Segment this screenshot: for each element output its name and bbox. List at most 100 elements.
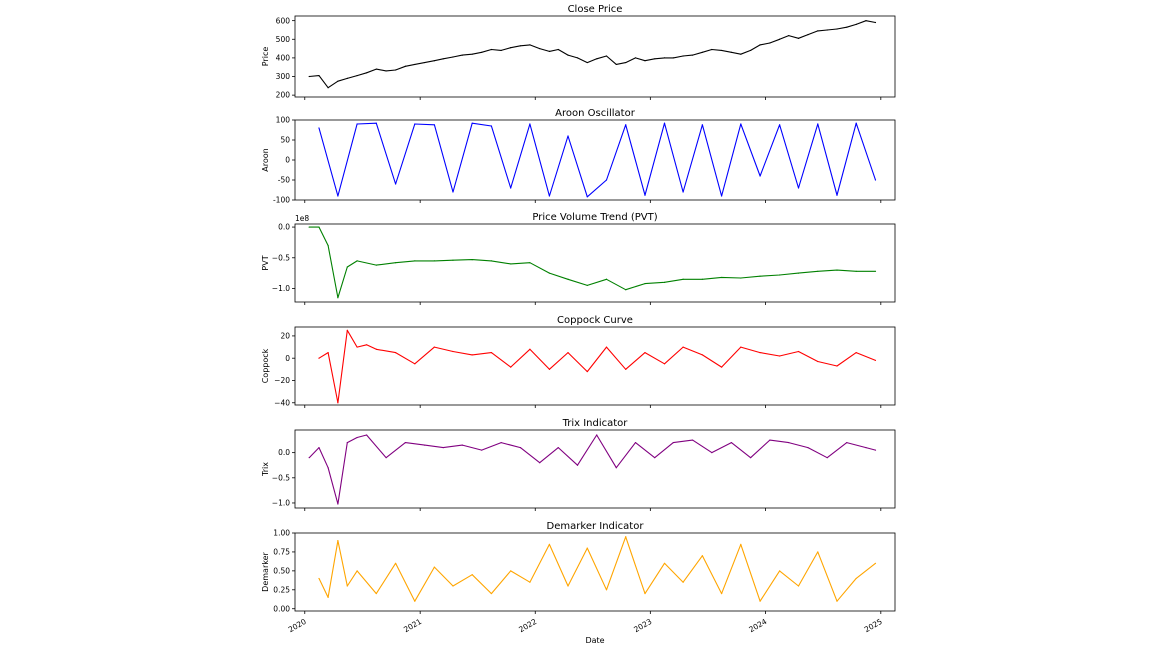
data-point xyxy=(452,191,454,193)
data-point xyxy=(625,61,627,64)
data-point xyxy=(576,464,579,466)
data-point xyxy=(490,260,493,262)
y-tick-label: 300 xyxy=(276,72,291,81)
data-point xyxy=(346,441,348,444)
data-point xyxy=(720,49,723,52)
data-point xyxy=(423,444,426,446)
data-point xyxy=(414,260,416,262)
data-point xyxy=(788,441,790,444)
data-point xyxy=(874,449,877,451)
data-point xyxy=(327,467,329,469)
data-point xyxy=(663,281,666,283)
data-point xyxy=(865,447,867,449)
data-point xyxy=(691,54,694,56)
data-point xyxy=(855,270,857,272)
data-point xyxy=(548,272,551,274)
data-point xyxy=(548,543,551,545)
data-point xyxy=(529,123,531,125)
data-point xyxy=(318,447,320,449)
data-point xyxy=(337,297,339,299)
data-point xyxy=(817,360,819,363)
data-point xyxy=(749,49,752,52)
data-point xyxy=(452,259,454,261)
data-point xyxy=(510,570,512,572)
data-point xyxy=(701,51,703,53)
data-point xyxy=(461,444,464,446)
data-point xyxy=(625,289,627,291)
data-point xyxy=(836,269,838,271)
data-point xyxy=(346,77,348,79)
data-point xyxy=(644,60,646,62)
data-point xyxy=(644,352,646,354)
axes-frame xyxy=(294,15,896,98)
data-point xyxy=(471,53,473,55)
data-point xyxy=(471,354,473,356)
data-point xyxy=(519,447,522,449)
y-tick-label: −1.0 xyxy=(272,284,290,293)
data-point xyxy=(807,447,809,449)
data-point xyxy=(414,63,416,66)
y-tick-label: −0.5 xyxy=(272,473,290,482)
data-point xyxy=(836,194,838,196)
data-point xyxy=(605,589,608,591)
data-point xyxy=(817,270,819,272)
data-point xyxy=(375,348,377,350)
data-point xyxy=(346,585,348,587)
data-point xyxy=(759,44,761,46)
data-point xyxy=(375,264,377,266)
data-point xyxy=(846,441,848,444)
data-point xyxy=(539,462,541,464)
y-tick-label: 200 xyxy=(276,91,291,100)
data-point xyxy=(318,74,320,77)
data-point xyxy=(471,574,473,576)
data-point xyxy=(634,441,637,444)
data-point xyxy=(682,581,684,583)
data-point xyxy=(576,57,579,59)
panel-title: Coppock Curve xyxy=(557,315,633,326)
data-point xyxy=(567,352,569,354)
y-axis-label: Coppock xyxy=(261,348,270,383)
x-tick-label: 2023 xyxy=(632,617,653,634)
data-point xyxy=(711,452,713,454)
data-point xyxy=(730,51,732,53)
data-point xyxy=(337,539,339,542)
data-point xyxy=(836,28,838,30)
data-point xyxy=(327,352,329,354)
data-point xyxy=(720,276,723,279)
data-point xyxy=(779,355,781,357)
data-point xyxy=(519,45,522,47)
data-point xyxy=(356,260,358,262)
data-point xyxy=(356,74,358,77)
data-point xyxy=(663,57,666,59)
axes-frame xyxy=(294,223,896,303)
data-point xyxy=(481,449,483,451)
data-point xyxy=(365,344,368,346)
panel-title: Aroon Oscillator xyxy=(555,108,636,119)
data-point xyxy=(644,282,646,285)
data-point xyxy=(740,543,742,545)
data-point xyxy=(510,366,512,368)
data-point xyxy=(740,277,742,279)
data-point xyxy=(625,368,627,370)
y-axis-label: Price xyxy=(261,47,270,67)
x-tick-label: 2025 xyxy=(863,617,884,634)
data-point xyxy=(442,447,444,449)
data-point xyxy=(740,346,742,348)
data-point xyxy=(414,600,416,602)
data-point xyxy=(548,195,551,197)
data-point xyxy=(874,562,877,564)
x-tick-label: 2024 xyxy=(747,617,768,634)
data-point xyxy=(394,352,397,354)
data-point xyxy=(337,195,339,197)
data-point xyxy=(615,467,617,469)
data-point xyxy=(356,570,358,572)
data-point xyxy=(701,555,703,557)
data-point xyxy=(797,187,800,189)
data-point xyxy=(414,123,416,125)
data-point xyxy=(605,278,608,280)
y-axis-label: PVT xyxy=(261,255,270,270)
series-line xyxy=(318,329,876,404)
data-point xyxy=(663,363,666,365)
data-point xyxy=(586,196,588,198)
data-point xyxy=(759,275,761,277)
